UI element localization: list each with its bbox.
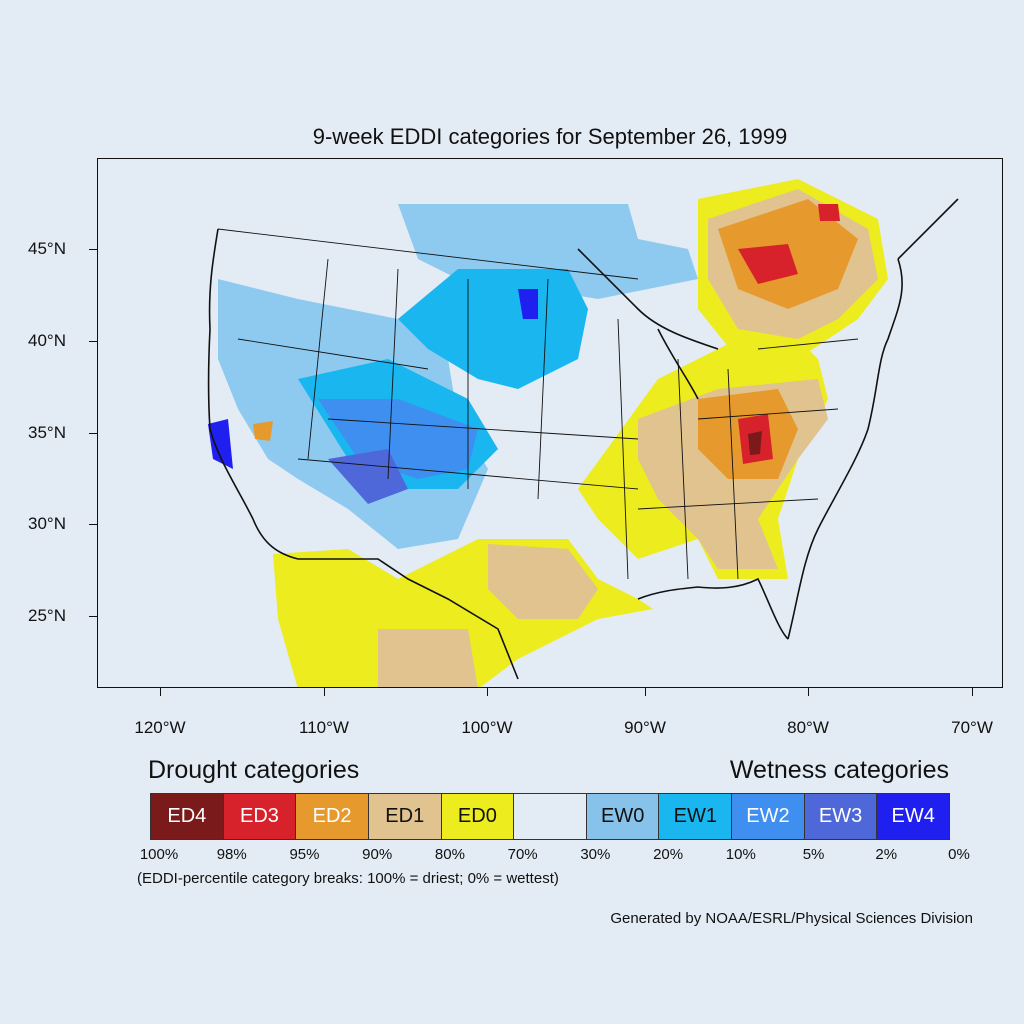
coastlines: [207, 198, 959, 680]
legend-box-ed2: ED2: [296, 794, 369, 839]
map-title: 9-week EDDI categories for September 26,…: [312, 124, 788, 149]
eddi-map: [207, 179, 959, 687]
category-legend: ED4 ED3 ED2 ED1 ED0 EW0 EW1 EW2 EW3 EW4: [150, 793, 950, 840]
legend-box-ew4: EW4: [877, 794, 950, 839]
percentile-label: 90%: [362, 846, 393, 863]
lon-tick: [972, 688, 973, 696]
region-ew1: [398, 269, 588, 389]
credit-line: Generated by NOAA/ESRL/Physical Sciences…: [610, 910, 973, 927]
lon-label-100: 100°W: [461, 718, 513, 737]
drought-heading: Drought categories: [148, 756, 360, 784]
map-panel: [97, 158, 1003, 688]
legend-box-ew0: EW0: [586, 794, 660, 839]
lat-tick: [89, 524, 97, 525]
wetness-heading: Wetness categories: [729, 756, 949, 784]
eddi-field: [208, 179, 888, 687]
lat-label-35: 35°N: [28, 423, 66, 442]
legend-box-ed1: ED1: [368, 794, 442, 839]
percentile-label: 95%: [289, 846, 320, 863]
lon-label-110: 110°W: [299, 718, 349, 737]
region-ed4-se: [748, 431, 762, 455]
legend-box-ed0: ED0: [441, 794, 515, 839]
region-ew3: [328, 449, 408, 504]
region-ed2-sw-ca: [253, 421, 273, 441]
legend-note: (EDDI-percentile category breaks: 100% =…: [137, 870, 559, 887]
region-ed1-tx: [488, 544, 598, 619]
lat-label-25: 25°N: [28, 606, 66, 625]
region-ew4: [518, 289, 538, 319]
lon-tick: [324, 688, 325, 696]
lon-label-80: 80°W: [787, 718, 829, 737]
lat-label-30: 30°N: [28, 514, 66, 533]
percentile-label: 70%: [507, 846, 538, 863]
lon-tick: [645, 688, 646, 696]
lon-tick: [160, 688, 161, 696]
lat-tick: [89, 433, 97, 434]
legend-box-ew2: EW2: [732, 794, 805, 839]
lon-label-120: 120°W: [134, 718, 186, 737]
legend-box-ed4: ED4: [151, 794, 224, 839]
lat-label-45: 45°N: [28, 239, 66, 258]
lat-tick: [89, 616, 97, 617]
lat-tick: [89, 249, 97, 250]
lat-label-40: 40°N: [28, 331, 66, 350]
legend-box-ed3: ED3: [223, 794, 297, 839]
lon-tick: [808, 688, 809, 696]
lat-tick: [89, 341, 97, 342]
legend-box-ew3: EW3: [804, 794, 878, 839]
lon-label-70: 70°W: [951, 718, 993, 737]
legend-box-ew1: EW1: [659, 794, 733, 839]
percentile-label: 20%: [653, 846, 684, 863]
lon-label-90: 90°W: [624, 718, 666, 737]
percentile-label: 30%: [580, 846, 611, 863]
legend-box-normal: [514, 794, 587, 839]
percentile-label: 80%: [434, 846, 465, 863]
percentile-label: 98%: [216, 846, 247, 863]
region-ew4-ca: [208, 419, 233, 469]
region-ed3-ne: [738, 244, 798, 284]
percentile-label: 5%: [802, 846, 825, 863]
region-ed1-mx: [378, 629, 478, 687]
region-ed3-ne-b: [818, 204, 840, 221]
state-borders: [217, 228, 859, 580]
percentile-label: 10%: [725, 846, 756, 863]
lon-tick: [487, 688, 488, 696]
percentile-label: 2%: [875, 846, 898, 863]
percentile-label: 100%: [139, 846, 179, 863]
percentile-label: 0%: [948, 846, 970, 863]
